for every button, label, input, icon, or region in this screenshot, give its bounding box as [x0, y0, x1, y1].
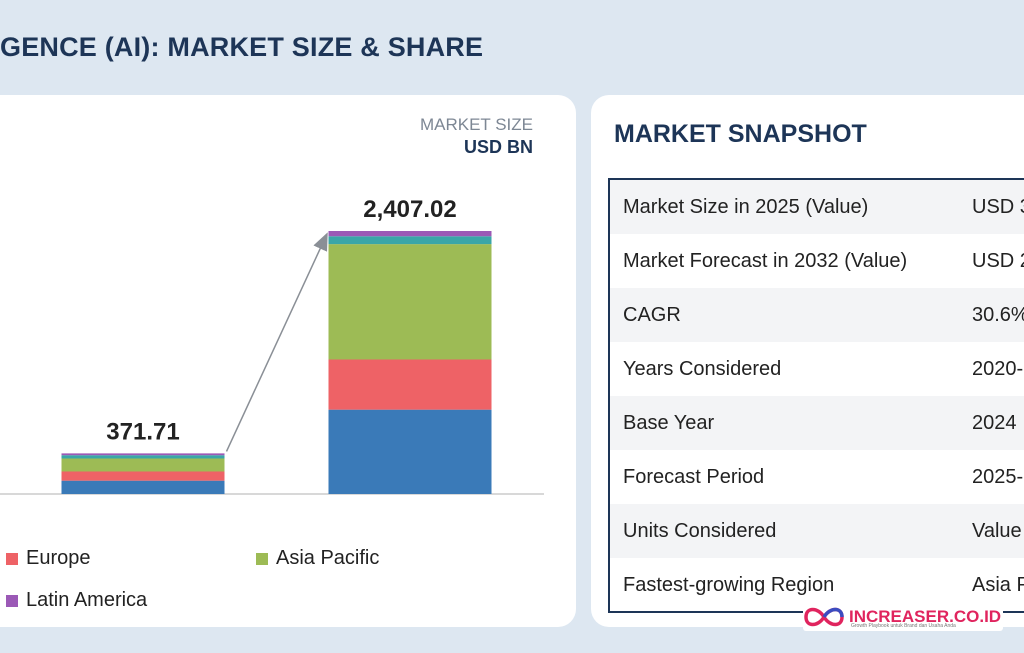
watermark: INCREASER.CO.ID Growth Playbook untuk Br…: [803, 603, 1003, 631]
snapshot-row: Market Forecast in 2032 (Value) USD 2: [610, 234, 1024, 288]
snapshot-row: Units Considered Value: [610, 504, 1024, 558]
snapshot-value: 2024: [972, 411, 1017, 434]
watermark-brand: INCREASER.CO.ID: [849, 607, 1002, 626]
bar-segment-europe-2032: [328, 359, 492, 410]
bar-segment-europe-2025: [61, 471, 225, 481]
bar-segment-middle-east-africa-2025: [61, 455, 225, 459]
snapshot-row: Fastest-growing Region Asia P: [610, 558, 1024, 612]
labels-group: 371.71 2025 2,407.02 2032: [106, 196, 456, 515]
bar-segment-asia-pacific-2025: [61, 458, 225, 472]
bar-segment-north-america-2032: [328, 409, 492, 494]
growth-arrow: [225, 232, 328, 452]
market-size-unit: USD BN: [463, 137, 533, 157]
snapshot-key: Years Considered: [623, 357, 782, 380]
snapshot-table: Market Size in 2025 (Value) USD 3 Market…: [608, 178, 1024, 612]
snapshot-value: Asia P: [972, 573, 1024, 596]
bar-segment-latin-america-2032: [328, 231, 492, 237]
x-tick-label-2025: 2025: [121, 512, 166, 515]
legend-swatch-latin-america: [6, 594, 18, 607]
legend-item-europe: Europe: [6, 547, 91, 570]
legend-label-europe: Europe: [26, 547, 91, 569]
bar-segment-middle-east-africa-2032: [328, 236, 492, 245]
snapshot-key: Units Considered: [623, 519, 777, 542]
watermark-tagline: Growth Playbook untuk Brand dan Usaha An…: [851, 623, 956, 629]
snapshot-key: Market Size in 2025 (Value): [623, 195, 869, 218]
snapshot-key: Base Year: [623, 411, 715, 434]
snapshot-value: Value: [972, 519, 1022, 542]
snapshot-row: CAGR 30.6%: [610, 288, 1024, 342]
snapshot-row: Base Year 2024: [610, 396, 1024, 450]
legend-item-asia-pacific: Asia Pacific: [256, 547, 379, 570]
total-label-2025: 371.71: [106, 418, 179, 445]
x-tick-label-2032: 2032: [388, 512, 433, 515]
total-label-2032: 2,407.02: [363, 196, 456, 223]
bar-segment-asia-pacific-2032: [328, 244, 492, 360]
infinity-logo-icon: [804, 607, 844, 627]
legend-label-latin-america: Latin America: [26, 589, 148, 611]
snapshot-key: Fastest-growing Region: [623, 573, 835, 596]
market-size-label: MARKET SIZE: [419, 115, 533, 134]
stacked-bar-chart: 371.71 2025 2,407.02 2032: [0, 196, 544, 515]
snapshot-value: 2025-: [972, 465, 1024, 488]
snapshot-value: USD 2: [972, 249, 1024, 272]
legend-swatch-asia-pacific: [256, 552, 268, 565]
snapshot-key: Forecast Period: [623, 465, 765, 488]
snapshot-row: Forecast Period 2025-: [610, 450, 1024, 504]
page-title: GENCE (AI): MARKET SIZE & SHARE: [0, 32, 484, 62]
legend-label-asia-pacific: Asia Pacific: [276, 547, 380, 569]
legend-item-latin-america: Latin America: [6, 589, 147, 612]
snapshot-row: Years Considered 2020-: [610, 342, 1024, 396]
snapshot-value: 30.6%: [972, 303, 1024, 326]
snapshot-title: MARKET SNAPSHOT: [614, 120, 867, 148]
snapshot-value: 2020-: [972, 357, 1024, 380]
snapshot-row: Market Size in 2025 (Value) USD 3: [610, 180, 1024, 234]
legend-swatch-europe: [6, 552, 18, 565]
snapshot-key: Market Forecast in 2032 (Value): [623, 249, 908, 272]
bars-group: [61, 231, 492, 494]
bar-segment-latin-america-2025: [61, 453, 225, 456]
bar-segment-north-america-2025: [61, 480, 225, 494]
snapshot-key: CAGR: [623, 303, 681, 326]
snapshot-value: USD 3: [972, 195, 1024, 218]
